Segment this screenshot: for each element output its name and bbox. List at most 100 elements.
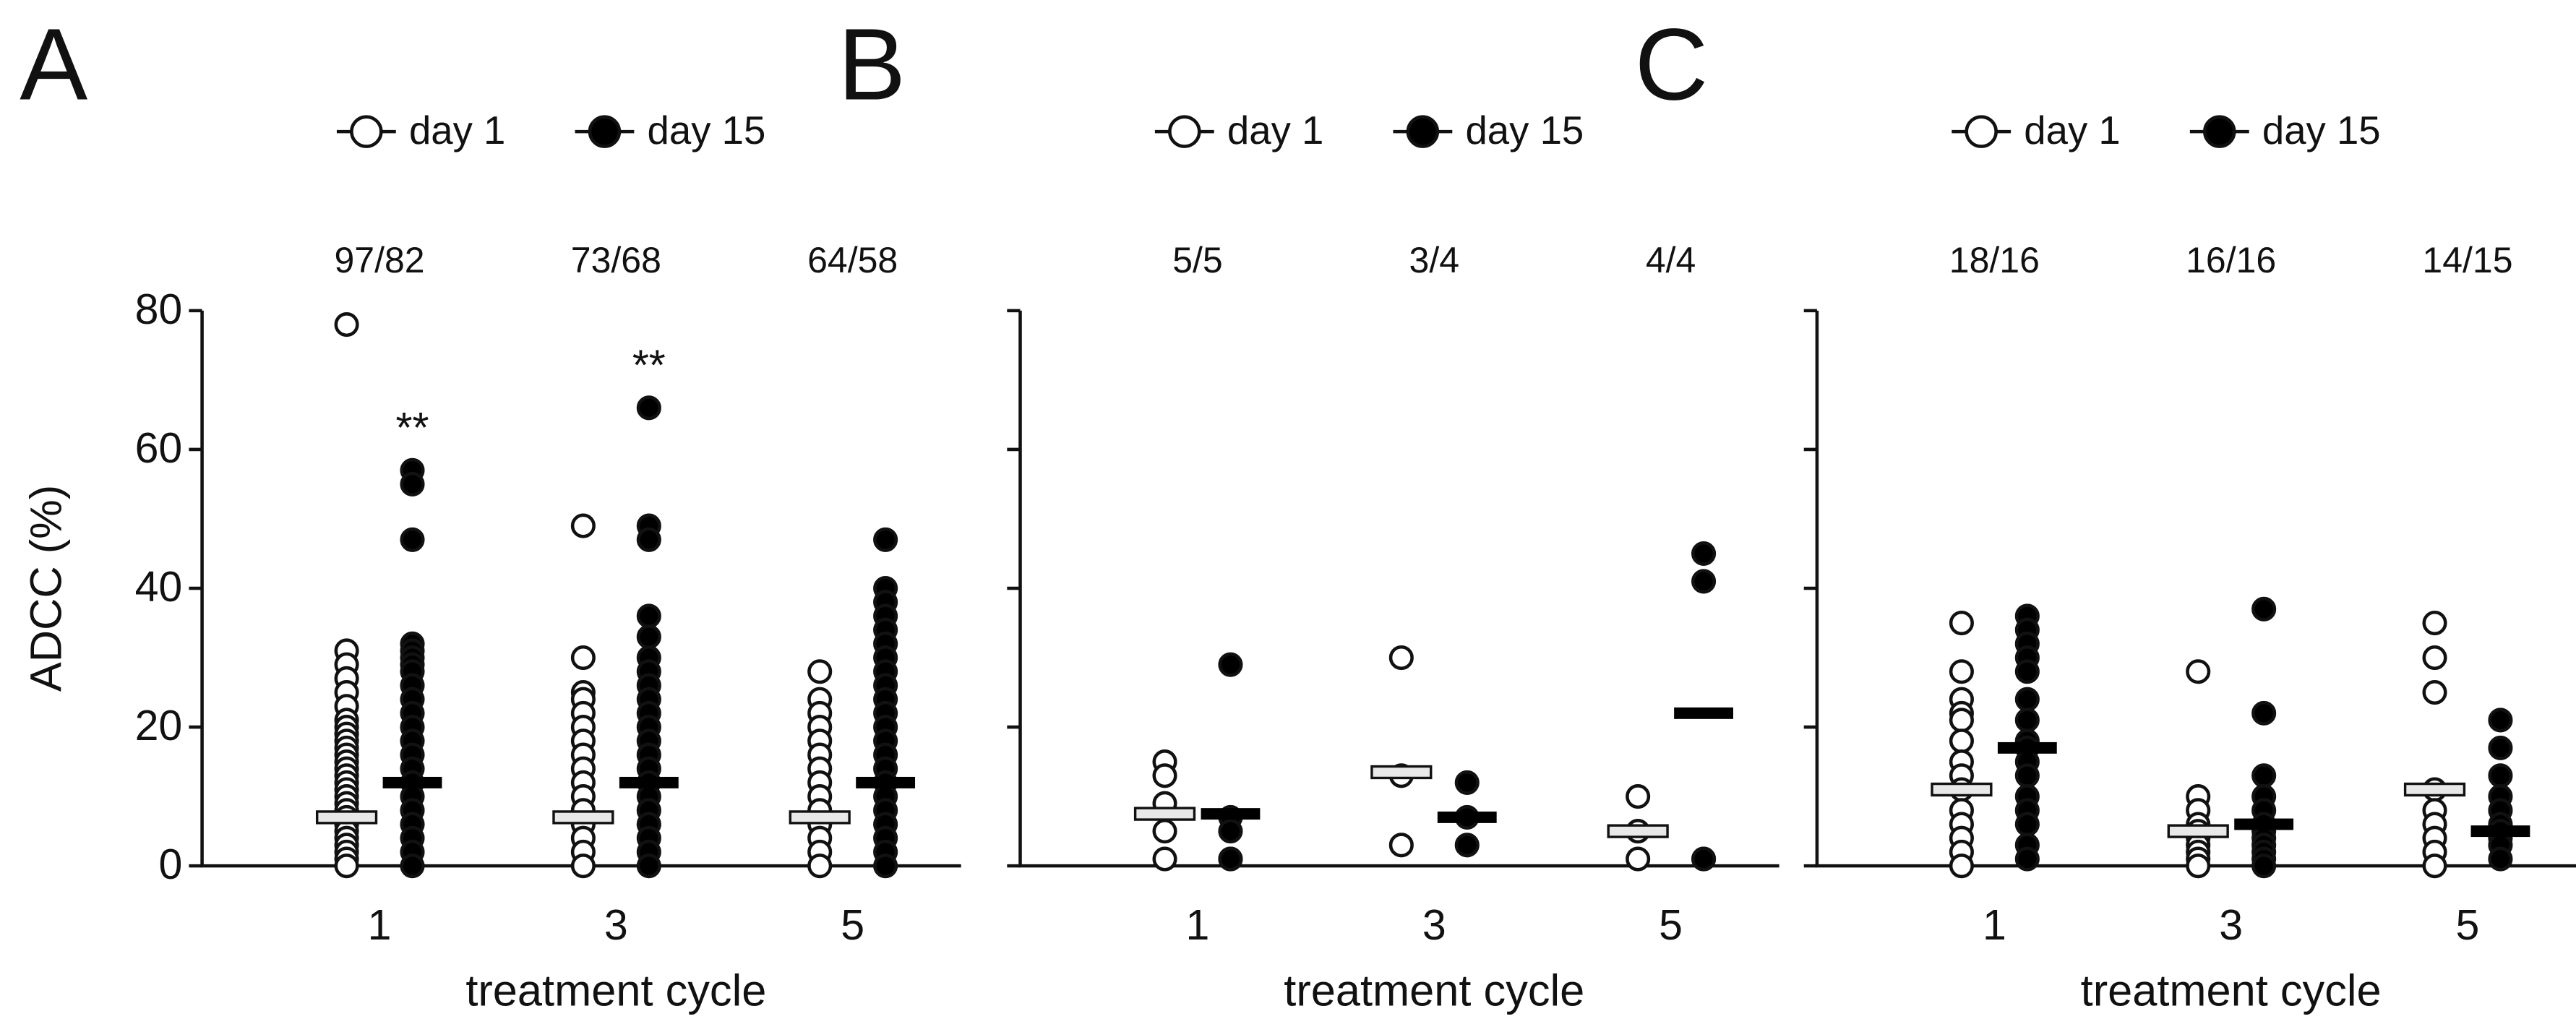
x-tick-label: 3 xyxy=(604,901,628,949)
median-bar xyxy=(619,776,679,788)
point xyxy=(636,395,661,421)
legend-marker xyxy=(1406,115,1440,148)
median-bar xyxy=(1133,807,1196,821)
point xyxy=(400,527,425,552)
point xyxy=(1152,819,1177,844)
y-tick-label: 20 xyxy=(135,702,183,749)
x-tick-label: 5 xyxy=(841,901,864,949)
panel-label: B xyxy=(838,7,906,121)
x-tick-label: 1 xyxy=(1186,901,1210,949)
x-tick-label: 1 xyxy=(1983,901,2006,949)
median-bar xyxy=(789,810,851,825)
point xyxy=(1454,770,1480,795)
point xyxy=(636,624,661,650)
group-label: 97/82 xyxy=(334,240,424,280)
point xyxy=(1949,853,1974,879)
point xyxy=(2422,610,2447,636)
point xyxy=(1626,846,1651,872)
x-axis-label: treatment cycle xyxy=(1284,966,1584,1016)
point xyxy=(1691,569,1717,594)
median-bar xyxy=(1437,811,1497,823)
legend-label: day 15 xyxy=(2262,108,2381,152)
median-bar xyxy=(1370,765,1433,780)
group-label: 3/4 xyxy=(1409,240,1460,280)
point xyxy=(1388,833,1414,858)
point xyxy=(570,853,596,879)
point xyxy=(1454,833,1480,858)
panel-label: C xyxy=(1635,7,1709,121)
point xyxy=(2186,853,2211,879)
x-tick-label: 1 xyxy=(368,901,392,949)
point xyxy=(1691,541,1717,567)
median-bar xyxy=(315,810,378,825)
y-tick-label: 40 xyxy=(135,563,183,611)
point xyxy=(1691,846,1717,872)
x-axis-label: treatment cycle xyxy=(2081,966,2382,1016)
x-tick-label: 5 xyxy=(2456,901,2480,949)
panel-label: A xyxy=(20,7,87,121)
point xyxy=(807,659,833,684)
point xyxy=(1218,652,1243,677)
point xyxy=(1388,645,1414,671)
point xyxy=(2422,853,2447,879)
point xyxy=(2014,659,2040,684)
point xyxy=(807,853,833,879)
point xyxy=(2488,846,2513,872)
point xyxy=(570,645,596,671)
legend-label: day 1 xyxy=(409,108,505,152)
legend-marker xyxy=(1168,115,1201,148)
group-label: 64/58 xyxy=(807,240,898,280)
point xyxy=(2251,700,2277,726)
point xyxy=(2014,687,2040,712)
point xyxy=(1949,659,1974,684)
point xyxy=(1626,784,1651,809)
point xyxy=(1949,728,1974,754)
legend-label: day 1 xyxy=(1227,108,1323,152)
y-tick-label: 0 xyxy=(158,840,182,888)
point xyxy=(2488,763,2513,788)
point xyxy=(2186,659,2211,684)
group-label: 14/15 xyxy=(2422,240,2512,280)
legend-label: day 15 xyxy=(648,108,766,152)
point xyxy=(636,853,661,879)
point xyxy=(636,603,661,629)
median-bar xyxy=(552,810,614,825)
point xyxy=(1949,610,1974,636)
point xyxy=(2014,763,2040,788)
y-tick-label: 80 xyxy=(135,285,183,333)
x-tick-label: 3 xyxy=(2219,901,2243,949)
point xyxy=(334,853,359,879)
group-label: 5/5 xyxy=(1172,240,1223,280)
point xyxy=(1218,819,1243,844)
point xyxy=(2014,812,2040,837)
legend-label: day 1 xyxy=(2024,108,2120,152)
annotation: ** xyxy=(632,341,666,389)
point xyxy=(2488,708,2513,733)
median-bar xyxy=(856,776,916,788)
y-tick-label: 60 xyxy=(135,424,183,472)
median-bar xyxy=(1607,824,1669,838)
x-axis-label: treatment cycle xyxy=(465,966,766,1016)
point xyxy=(2251,853,2277,879)
point xyxy=(873,853,898,879)
legend-marker xyxy=(588,115,622,148)
legend-label: day 15 xyxy=(1465,108,1584,152)
group-label: 4/4 xyxy=(1646,240,1696,280)
median-bar xyxy=(1674,707,1733,719)
point xyxy=(1152,846,1177,872)
group-label: 73/68 xyxy=(571,240,661,280)
point xyxy=(2422,645,2447,671)
point xyxy=(2422,680,2447,705)
legend-marker xyxy=(1965,115,1998,148)
point xyxy=(334,312,359,337)
x-tick-label: 5 xyxy=(1659,901,1683,949)
point xyxy=(2014,846,2040,872)
point xyxy=(400,853,425,879)
group-label: 18/16 xyxy=(1949,240,2040,280)
x-tick-label: 3 xyxy=(1422,901,1446,949)
y-axis-label: ADCC (%) xyxy=(21,485,71,692)
median-bar xyxy=(1997,741,2057,754)
point xyxy=(1152,763,1177,788)
annotation: ** xyxy=(396,404,429,452)
